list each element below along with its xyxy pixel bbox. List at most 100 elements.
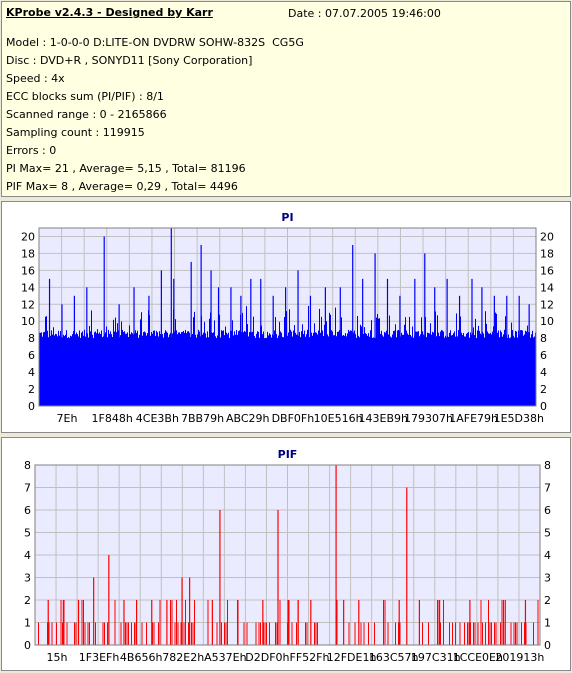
pi-bar [243, 332, 244, 406]
pi-bar [143, 332, 144, 406]
pif-spike-bar [262, 600, 264, 645]
pif-bar [95, 622, 96, 645]
pi-bar [318, 330, 319, 406]
y-tick-label-right: 8 [544, 459, 551, 472]
pif-spike-bar [211, 600, 213, 645]
pif-bar [501, 600, 503, 645]
pi-bar [401, 332, 402, 406]
pi-bar [328, 336, 329, 406]
pi-peak-bar [506, 295, 508, 406]
pi-bar [497, 332, 498, 406]
pi-peak-bar [458, 295, 461, 406]
pi-bar [40, 332, 41, 406]
pi-bar [337, 331, 338, 406]
info-line-range: Scanned range : 0 - 2165866 [6, 108, 167, 121]
y-tick-label-right: 6 [544, 504, 551, 517]
x-tick-label: 143EB9h [359, 412, 408, 425]
pi-bar [223, 330, 224, 406]
y-tick-label-right: 16 [540, 264, 554, 277]
pi-bar [160, 334, 161, 406]
pif-bar [246, 622, 248, 645]
pi-bar [120, 335, 121, 406]
pif-bar [384, 600, 386, 645]
pi-bar [156, 330, 157, 406]
pi-bar [96, 333, 97, 406]
pi-bar [511, 322, 512, 406]
pi-bar [514, 337, 515, 406]
chart-title: PI [281, 211, 293, 224]
pi-bar [154, 330, 155, 406]
pif-spike-bar [439, 600, 441, 645]
pif-bar [152, 622, 153, 645]
pi-bar [100, 334, 101, 406]
pi-bar [172, 333, 173, 406]
y-tick-label-right: 10 [540, 315, 554, 328]
pif-bar [185, 600, 186, 645]
pi-bar [215, 336, 216, 406]
pi-bar [357, 315, 358, 406]
pi-bar [125, 333, 126, 406]
pi-bar [361, 326, 362, 406]
pi-bar [456, 313, 457, 406]
pi-bar [196, 337, 197, 406]
pif-chart: PIF 0 0 1 1 2 2 3 3 4 4 5 5 6 6 7 7 8 8 15h 1F3EFh 4B656h 782E… [24, 448, 551, 664]
pif-bar [467, 622, 468, 645]
pi-bar [353, 332, 354, 406]
pif-bar [81, 600, 83, 645]
pi-bar [213, 332, 214, 406]
pi-bar [170, 332, 171, 406]
pif-bar [279, 600, 281, 645]
pif-bar [480, 600, 482, 645]
pi-bar [73, 331, 74, 406]
pif-bar [188, 622, 189, 645]
pif-bar [437, 600, 438, 645]
pi-bar [271, 337, 272, 406]
pi-bar [507, 337, 508, 406]
pi-bar [132, 333, 133, 406]
pi-bar [491, 334, 492, 406]
pi-bar [168, 337, 169, 406]
pi-bar [329, 312, 330, 406]
pi-bar [66, 330, 67, 406]
pi-bar [452, 334, 453, 406]
x-tick-label: 7BB79h [181, 412, 224, 425]
pif-bar [107, 622, 108, 645]
pi-bar [301, 331, 302, 406]
y-tick-label-right: 6 [540, 349, 547, 362]
pi-bar [402, 334, 403, 406]
pi-bar [383, 336, 384, 406]
pif-bar [221, 622, 222, 645]
pi-bar [130, 334, 131, 406]
pi-bar [347, 333, 348, 406]
pi-bar [473, 327, 474, 406]
pi-bar [453, 333, 454, 406]
pi-bar [334, 335, 335, 406]
pif-bar [399, 622, 401, 645]
pi-bar [267, 331, 268, 406]
pif-bar [449, 622, 450, 645]
pi-bar [188, 331, 189, 406]
pi-bar [440, 331, 441, 406]
x-tick-label: 1CCE0Eh [453, 651, 503, 664]
pi-bar [322, 330, 323, 406]
pi-bar [421, 317, 422, 406]
pif-bar [183, 622, 185, 645]
y-tick-label-left: 6 [28, 349, 35, 362]
pi-bar [279, 321, 280, 406]
pi-bar [216, 338, 217, 406]
pi-bar [128, 337, 129, 406]
pi-bar [58, 330, 59, 406]
pi-peak-bar [362, 278, 364, 406]
pi-bar [163, 337, 164, 406]
pi-bar [433, 332, 434, 406]
pif-bar [192, 622, 194, 645]
pi-bar [265, 338, 266, 406]
pi-bar [365, 333, 366, 406]
pif-bar [227, 600, 228, 645]
pi-chart-panel: PI 0 0 2 2 4 4 6 6 8 8 10 10 12 12 14 14 16 16 18 18 20 20 7Eh 1… [1, 201, 571, 433]
pif-spike-bar [123, 600, 125, 645]
pi-bar [502, 336, 503, 406]
pi-bar [389, 315, 390, 406]
pi-bar [376, 317, 377, 406]
pif-spike-bar [398, 600, 400, 645]
